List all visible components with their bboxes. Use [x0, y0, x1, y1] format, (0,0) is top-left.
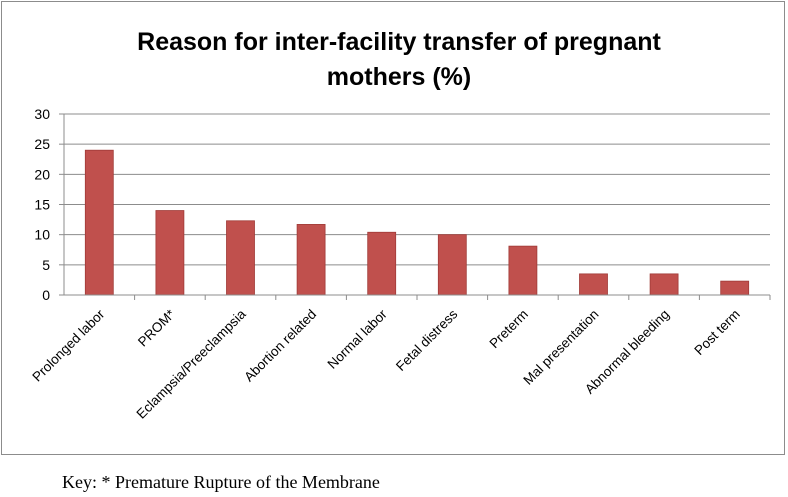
chart-frame: Reason for inter-facility transfer of pr… — [1, 1, 785, 455]
category-labels: Prolonged labor PROM*Eclampsia/Preeclamps… — [29, 306, 742, 422]
y-tick-label-3: 15 — [34, 197, 50, 213]
bar-9 — [720, 280, 750, 296]
bar-5 — [437, 234, 467, 296]
bar-0 — [84, 149, 114, 296]
footnote-key: Key: * Premature Rupture of the Membrane — [62, 472, 380, 492]
category-label-6: Preterm — [486, 307, 531, 352]
y-tick-label-2: 10 — [34, 227, 50, 243]
category-label-5: Fetal distress — [393, 306, 461, 374]
bar-chart: Reason for inter-facility transfer of pr… — [29, 28, 771, 422]
bar-2 — [226, 220, 255, 296]
category-label-1: PROM* — [135, 306, 178, 349]
y-tick-label-1: 5 — [42, 257, 50, 273]
bar-8 — [649, 273, 679, 296]
category-label-3: Abortion related — [241, 307, 319, 385]
category-label-7: Mal presentation — [520, 307, 601, 388]
y-tick-label-0: 0 — [42, 287, 50, 303]
category-label-0: Prolonged labor — [29, 306, 107, 384]
bar-1 — [155, 210, 185, 296]
bar-4 — [367, 231, 397, 296]
category-label-4: Normal labor — [325, 306, 391, 372]
bars — [84, 149, 750, 296]
chart-title-line-1: Reason for inter-facility transfer of pr… — [137, 28, 661, 56]
bar-7 — [579, 273, 608, 296]
y-tick-label-5: 25 — [34, 136, 50, 152]
axes — [59, 113, 771, 300]
bar-3 — [296, 224, 326, 296]
y-tick-label-6: 30 — [34, 106, 50, 122]
y-tick-labels: 0 5 10 15 20 25 30 — [34, 106, 50, 303]
y-tick-label-4: 20 — [34, 166, 50, 182]
chart-title-line-2: mothers (%) — [327, 63, 471, 91]
bar-6 — [508, 245, 538, 296]
category-label-9: Post term — [691, 307, 742, 358]
